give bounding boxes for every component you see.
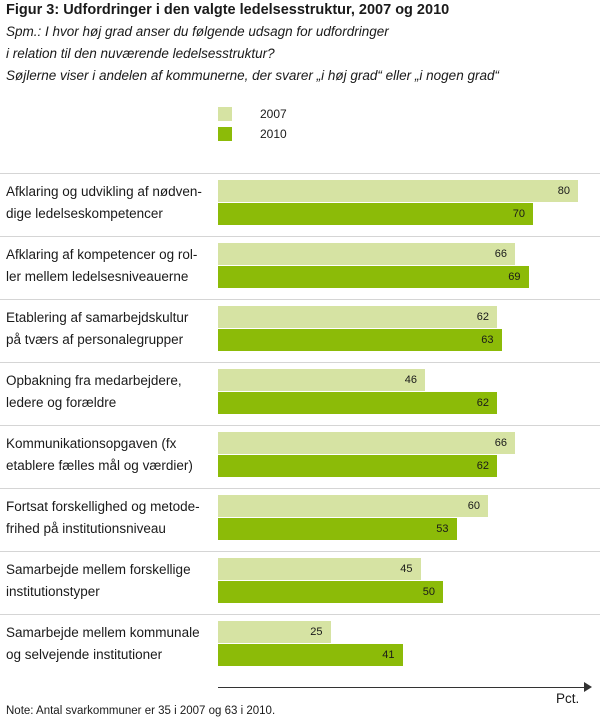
bar-2007: 66 [218,432,515,454]
bar-value-label: 62 [476,397,489,409]
bar-2010: 53 [218,518,457,540]
category-label: Fortsat forskellighed og metode-frihed p… [6,496,211,540]
bar-2007: 46 [218,369,425,391]
bar-value-label: 46 [404,374,417,386]
group-separator [0,362,600,363]
category-label-line: Fortsat forskellighed og metode- [6,499,200,514]
category-label-line: frihed på institutionsniveau [6,521,166,536]
category-label-line: Afklaring af kompetencer og rol- [6,247,198,262]
x-axis-line [218,687,590,688]
category-label-line: Etablering af samarbejdskultur [6,310,189,325]
category-label: Samarbejde mellem forskellige institution… [6,559,211,603]
bar-2007: 25 [218,621,331,643]
bar-value-label: 45 [400,563,413,575]
category-label-line: og selvejende institutioner [6,647,163,662]
bar-value-label: 63 [481,334,494,346]
legend-label-2010: 2010 [260,127,287,141]
bar-2007: 62 [218,306,497,328]
chart-note: Note: Antal svarkommuner er 35 i 2007 og… [6,705,276,717]
bar-2010: 62 [218,455,497,477]
category-label-line: etablere fælles mål og værdier) [6,458,193,473]
bar-2007: 66 [218,243,515,265]
legend-label-2007: 2007 [260,107,287,121]
bar-2010: 70 [218,203,533,225]
chart-subtitle-line-3: Søjlerne viser i andelen af kommunerne, … [6,68,499,83]
bar-value-label: 62 [476,311,489,323]
category-label-line: Opbakning fra medarbejdere, [6,373,182,388]
category-label: Opbakning fra medarbejdere, ledere og for… [6,370,211,414]
group-separator [0,173,600,174]
category-label-line: Kommunikationsopgaven (fx [6,436,177,451]
group-separator [0,551,600,552]
x-axis-arrow [584,682,592,692]
x-axis-label: Pct. [556,691,580,706]
bar-value-label: 50 [422,586,435,598]
bar-2010: 62 [218,392,497,414]
category-label-line: på tværs af personalegrupper [6,332,184,347]
chart-title: Figur 3: Udfordringer i den valgte ledel… [6,2,450,18]
bar-2007: 45 [218,558,421,580]
bar-2010: 63 [218,329,502,351]
bar-value-label: 53 [436,523,449,535]
chart-subtitle-line-2: i relation til den nuværende ledelsesstr… [6,46,275,61]
group-separator [0,614,600,615]
category-label-line: ledere og forældre [6,395,117,410]
bar-value-label: 62 [476,460,489,472]
bar-2007: 80 [218,180,578,202]
category-label: Afklaring og udvikling af nødven-dige le… [6,181,211,225]
bar-value-label: 80 [557,185,570,197]
category-label-line: Samarbejde mellem forskellige [6,562,191,577]
category-label: Samarbejde mellem kommunale og selvejende… [6,622,211,666]
bar-value-label: 41 [382,649,395,661]
bar-value-label: 66 [494,437,507,449]
group-separator [0,425,600,426]
category-label-line: Afklaring og udvikling af nødven- [6,184,202,199]
group-separator [0,488,600,489]
bar-2010: 50 [218,581,443,603]
chart-subtitle-line-1: Spm.: I hvor høj grad anser du følgende … [6,24,389,39]
bar-value-label: 70 [512,208,525,220]
category-label-line: institutionstyper [6,584,100,599]
bar-value-label: 60 [467,500,480,512]
group-separator [0,236,600,237]
group-separator [0,299,600,300]
category-label: Etablering af samarbejdskultur på tværs a… [6,307,211,351]
category-label: Kommunikationsopgaven (fx etablere fælles… [6,433,211,477]
category-label-line: ler mellem ledelsesniveauerne [6,269,189,284]
bar-2010: 69 [218,266,529,288]
category-label: Afklaring af kompetencer og rol-ler mell… [6,244,211,288]
bar-value-label: 69 [508,271,521,283]
category-label-line: dige ledelseskompetencer [6,206,163,221]
legend-swatch-2010 [218,127,232,141]
legend-swatch-2007 [218,107,232,121]
category-label-line: Samarbejde mellem kommunale [6,625,200,640]
bar-2007: 60 [218,495,488,517]
bar-2010: 41 [218,644,403,666]
bar-value-label: 66 [494,248,507,260]
bar-value-label: 25 [310,626,323,638]
